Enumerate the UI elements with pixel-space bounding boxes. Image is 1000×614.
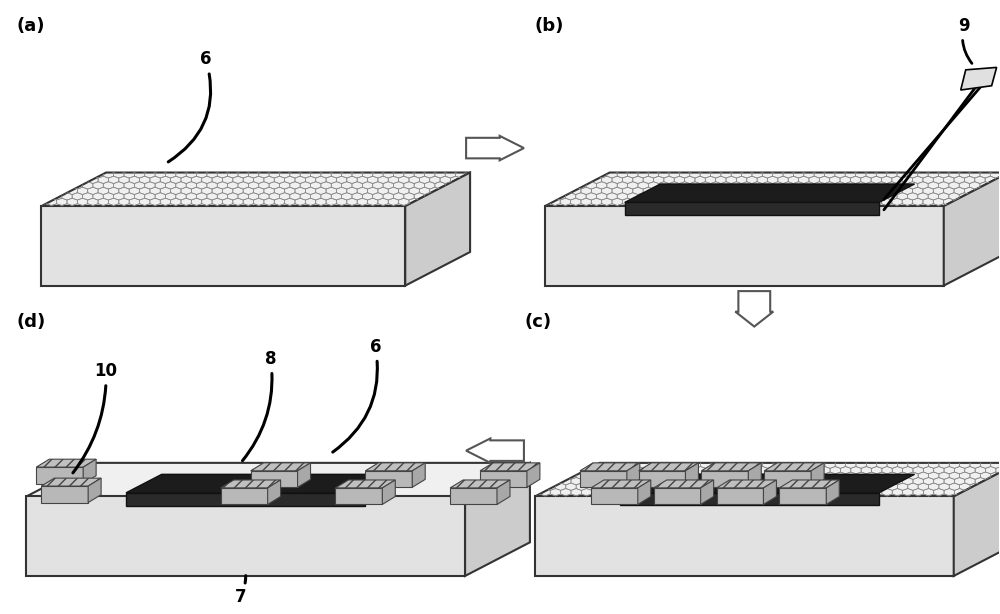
Polygon shape xyxy=(412,463,425,488)
Polygon shape xyxy=(961,68,997,90)
Polygon shape xyxy=(954,463,1000,576)
Polygon shape xyxy=(26,463,530,497)
Polygon shape xyxy=(735,291,773,327)
Polygon shape xyxy=(717,480,776,488)
Polygon shape xyxy=(466,438,524,463)
Polygon shape xyxy=(365,471,412,488)
Polygon shape xyxy=(701,463,761,471)
Polygon shape xyxy=(591,480,651,488)
Polygon shape xyxy=(545,173,1000,206)
Polygon shape xyxy=(764,463,824,471)
Polygon shape xyxy=(535,497,954,576)
Polygon shape xyxy=(535,463,1000,497)
Text: 7: 7 xyxy=(235,576,247,607)
Polygon shape xyxy=(126,475,401,493)
Text: 9: 9 xyxy=(958,17,972,63)
Polygon shape xyxy=(717,488,763,505)
Polygon shape xyxy=(335,488,382,505)
Polygon shape xyxy=(625,184,915,203)
Polygon shape xyxy=(944,173,1000,286)
Text: (a): (a) xyxy=(16,17,45,34)
Polygon shape xyxy=(126,493,365,507)
Polygon shape xyxy=(36,459,96,467)
Polygon shape xyxy=(41,173,470,206)
Polygon shape xyxy=(251,463,311,471)
Polygon shape xyxy=(268,480,281,505)
Polygon shape xyxy=(701,480,714,505)
Polygon shape xyxy=(580,463,640,471)
Polygon shape xyxy=(466,136,524,160)
Polygon shape xyxy=(764,471,811,488)
Polygon shape xyxy=(365,463,425,471)
Polygon shape xyxy=(591,488,638,505)
Polygon shape xyxy=(826,480,839,505)
Polygon shape xyxy=(83,459,96,484)
Polygon shape xyxy=(251,471,298,488)
Polygon shape xyxy=(450,488,497,505)
Polygon shape xyxy=(450,480,510,488)
Text: (c): (c) xyxy=(525,313,552,331)
Polygon shape xyxy=(41,478,101,486)
Polygon shape xyxy=(41,206,405,286)
Polygon shape xyxy=(811,463,824,488)
Polygon shape xyxy=(26,497,465,576)
Polygon shape xyxy=(620,493,879,505)
Polygon shape xyxy=(625,203,879,215)
Polygon shape xyxy=(382,480,395,505)
Polygon shape xyxy=(545,206,944,286)
Text: (b): (b) xyxy=(535,17,564,34)
Polygon shape xyxy=(298,463,311,488)
Text: 8: 8 xyxy=(242,350,276,460)
Polygon shape xyxy=(41,486,88,503)
Polygon shape xyxy=(405,173,470,286)
Polygon shape xyxy=(685,463,698,488)
Polygon shape xyxy=(639,463,698,471)
Polygon shape xyxy=(335,480,395,488)
Polygon shape xyxy=(639,471,685,488)
Polygon shape xyxy=(36,467,83,484)
Text: 10: 10 xyxy=(73,362,118,473)
Polygon shape xyxy=(763,480,776,505)
Polygon shape xyxy=(480,471,527,488)
Polygon shape xyxy=(779,488,826,505)
Polygon shape xyxy=(701,471,748,488)
Polygon shape xyxy=(638,480,651,505)
Polygon shape xyxy=(654,488,701,505)
Polygon shape xyxy=(221,480,281,488)
Polygon shape xyxy=(654,480,714,488)
Polygon shape xyxy=(545,173,1000,206)
Polygon shape xyxy=(535,463,1000,497)
Polygon shape xyxy=(497,480,510,505)
Text: 6: 6 xyxy=(168,50,212,162)
Text: 6: 6 xyxy=(333,338,381,452)
Polygon shape xyxy=(779,480,839,488)
Polygon shape xyxy=(41,173,470,206)
Polygon shape xyxy=(88,478,101,503)
Polygon shape xyxy=(620,475,915,493)
Polygon shape xyxy=(480,463,540,471)
Polygon shape xyxy=(580,471,627,488)
Polygon shape xyxy=(527,463,540,488)
Polygon shape xyxy=(465,463,530,576)
Polygon shape xyxy=(627,463,640,488)
Polygon shape xyxy=(221,488,268,505)
Text: (d): (d) xyxy=(16,313,46,331)
Polygon shape xyxy=(748,463,761,488)
